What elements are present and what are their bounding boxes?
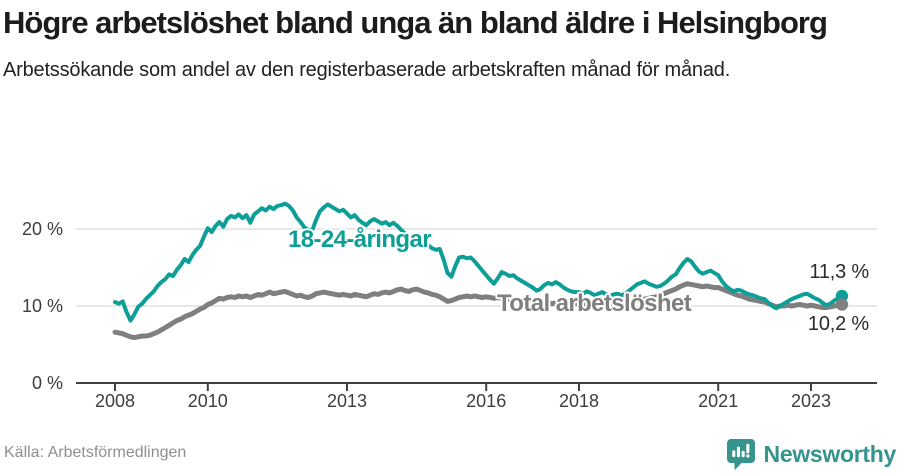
y-axis-tick-label: 20 %	[21, 219, 63, 239]
series-end-dot-18-24	[835, 289, 849, 303]
series-line-18-24	[113, 201, 844, 323]
y-axis-tick-label: 10 %	[21, 296, 63, 316]
newsworthy-logo[interactable]: Newsworthy	[726, 438, 896, 471]
y-axis-tick-label: 0 %	[31, 373, 63, 393]
end-value-label-18-24: 11,3 %	[809, 261, 869, 283]
newsworthy-icon	[726, 439, 755, 471]
source-note: Källa: Arbetsförmedlingen	[4, 444, 187, 461]
x-axis-tick-label: 2016	[466, 391, 507, 411]
end-value-label-total: 10,2 %	[807, 313, 869, 335]
x-axis-tick-label: 2023	[790, 391, 832, 411]
x-axis-tick-label: 2010	[187, 391, 228, 411]
x-axis-tick-label: 2018	[558, 391, 600, 411]
x-axis-tick-label: 2008	[94, 391, 136, 411]
x-axis-tick-label: 2013	[326, 391, 368, 411]
chart-title: Högre arbetslöshet bland unga än bland ä…	[3, 5, 828, 40]
series-label-18-24: 18-24-åringar	[288, 226, 432, 253]
chart-header: Högre arbetslöshet bland unga än bland ä…	[3, 0, 863, 85]
series-end-dot-total	[835, 298, 849, 311]
series-label-total: Total arbetslöshet	[497, 290, 692, 317]
series-line-total	[112, 281, 845, 341]
newsworthy-wordmark: Newsworthy	[763, 441, 897, 467]
chart-subtitle: Arbetssökande som andel av den registerb…	[3, 58, 731, 81]
x-axis-tick-label: 2021	[698, 391, 739, 411]
